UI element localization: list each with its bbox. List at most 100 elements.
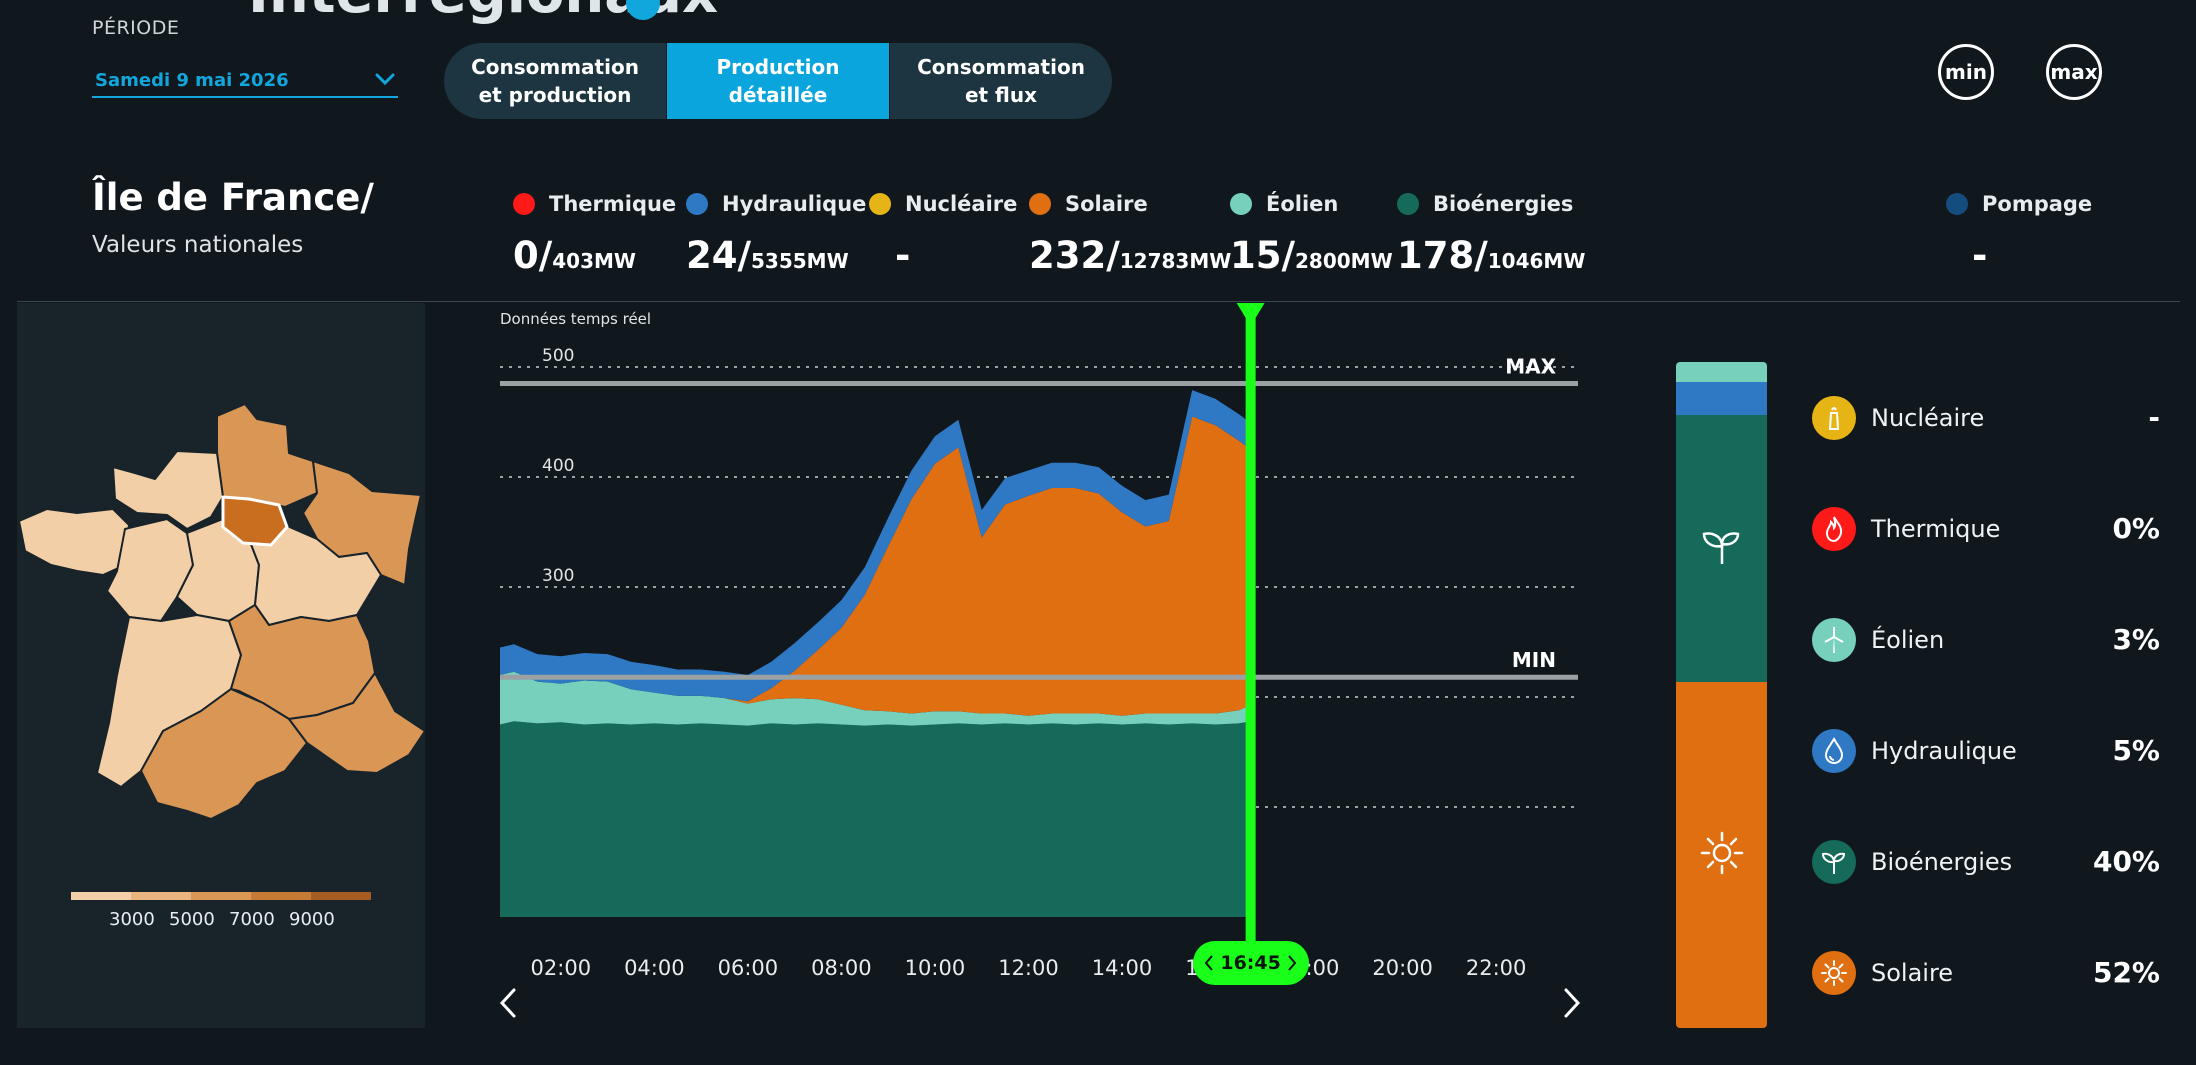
tab-production-detaillee[interactable]: Production détaillée [666, 43, 889, 119]
mix-row-name: Thermique [1871, 515, 2001, 543]
x-tick-label: 02:00 [531, 956, 592, 980]
chevron-down-icon [375, 73, 395, 86]
region-grand-est [302, 460, 422, 586]
legend-swatch [251, 892, 311, 900]
x-tick-label: 04:00 [624, 956, 685, 980]
date-select[interactable]: Samedi 9 mai 2026 [92, 64, 398, 98]
time-cursor-pill[interactable]: 16:45 [1192, 941, 1309, 985]
legend-swatch [71, 892, 131, 900]
stack-segment-Hydraulique [1676, 381, 1767, 416]
legend-tick: 5000 [169, 909, 215, 930]
legend-tick: 3000 [109, 909, 155, 930]
map-panel [17, 303, 426, 1028]
x-tick-label: 08:00 [811, 956, 872, 980]
region-occitanie [140, 688, 308, 820]
nuclear-icon [1812, 396, 1856, 440]
stat-2: Nucléaire - [869, 192, 1017, 277]
stat-label: Thermique [513, 192, 676, 216]
region-pays-de-la-loire [106, 518, 194, 622]
mix-row-value: 3% [2112, 623, 2160, 656]
prev-day-button[interactable] [494, 986, 522, 1024]
mix-row-name: Éolien [1871, 626, 1945, 654]
stat-color-dot [1946, 193, 1968, 215]
stat-color-dot [1397, 193, 1419, 215]
mix-row-value: - [2148, 401, 2160, 434]
mix-row: Thermique 0% [1812, 505, 2160, 553]
tab-consommation-production[interactable]: Consommation et production [471, 55, 639, 107]
x-tick-label: 06:00 [718, 956, 779, 980]
x-tick-label: 10:00 [905, 956, 966, 980]
stack-segment-Solaire [1676, 681, 1767, 1028]
sun-icon [1812, 951, 1856, 995]
region-ile-de-france [221, 495, 289, 547]
stack-segment-Éolien [1676, 362, 1767, 382]
mix-row-name: Bioénergies [1871, 848, 2013, 876]
time-cursor-handle[interactable] [1236, 303, 1265, 326]
y-tick-label: 300 [542, 566, 574, 586]
sun-icon [1698, 829, 1746, 881]
stat-5: Bioénergies 178/1046MW [1397, 192, 1585, 277]
stat-label: Pompage [1946, 192, 2092, 216]
series-area-Bioénergies [500, 721, 1251, 917]
view-tabs: Consommation et production Production dé… [444, 43, 1112, 119]
stack-segment-Bioénergies [1676, 415, 1767, 682]
sprout-icon [1812, 840, 1856, 884]
stat-4: Éolien 15/2800MW [1230, 192, 1393, 277]
water-drop-icon [1812, 729, 1856, 773]
stat-value: 0/403MW [513, 234, 636, 277]
mix-row-value: 52% [2092, 956, 2160, 989]
region-normandie [112, 450, 224, 530]
chart-note: Données temps réel [500, 310, 652, 328]
legend-swatch [191, 892, 251, 900]
x-tick-label: 14:00 [1092, 956, 1153, 980]
stat-color-dot [513, 193, 535, 215]
tab-consommation-flux[interactable]: Consommation et flux [889, 43, 1112, 119]
stat-capacity: 403MW [552, 249, 636, 273]
max-button[interactable]: max [2046, 44, 2102, 100]
stat-label: Bioénergies [1397, 192, 1585, 216]
stat-value: 232/12783MW [1029, 234, 1232, 277]
stat-color-dot [869, 193, 891, 215]
threshold-label: MIN [1512, 648, 1556, 672]
stat-value: 24/5355MW [686, 234, 849, 277]
page-title: Interrégionaux [248, 0, 718, 22]
stat-color-dot [1029, 193, 1051, 215]
stat-label: Solaire [1029, 192, 1231, 216]
stat-6: Pompage - [1946, 192, 2092, 277]
stat-capacity: 2800MW [1295, 249, 1393, 273]
chevron-left-icon [499, 988, 516, 1018]
next-day-button[interactable] [1558, 986, 1586, 1024]
mix-row: Hydraulique 5% [1812, 727, 2160, 775]
time-cursor-value: 16:45 [1220, 952, 1281, 974]
mix-stack-bar [1676, 362, 1767, 1028]
stat-capacity: 12783MW [1119, 249, 1232, 273]
min-button[interactable]: min [1938, 44, 1994, 100]
sprout-icon [1698, 522, 1746, 574]
region-name: Île de France/ [92, 176, 374, 219]
stat-label: Nucléaire [869, 192, 1017, 216]
mix-row-value: 0% [2112, 512, 2160, 545]
mix-row-name: Solaire [1871, 959, 1954, 987]
threshold-label: MAX [1505, 355, 1556, 379]
stat-label: Hydraulique [686, 192, 866, 216]
legend-tick: 7000 [229, 909, 275, 930]
divider [17, 301, 2180, 302]
series-area-Solaire [500, 416, 1251, 716]
chevron-left-icon [1205, 955, 1214, 971]
mix-row: Bioénergies 40% [1812, 838, 2160, 886]
region-provence-alpes-cote-dazur [288, 672, 426, 774]
x-tick-label: 12:00 [998, 956, 1059, 980]
series-area-Hydraulique [500, 390, 1251, 702]
mix-row-value: 40% [2092, 845, 2160, 878]
info-icon[interactable] [626, 0, 660, 20]
region-subtitle: Valeurs nationales [92, 232, 304, 258]
mix-row-name: Hydraulique [1871, 737, 2017, 765]
mix-row-name: Nucléaire [1871, 404, 1985, 432]
stat-value: - [895, 234, 911, 277]
france-map[interactable] [17, 303, 426, 1028]
wind-turbine-icon [1812, 618, 1856, 662]
stat-color-dot [1230, 193, 1252, 215]
legend-swatch [311, 892, 371, 900]
stat-value: 15/2800MW [1230, 234, 1393, 277]
stat-color-dot [686, 193, 708, 215]
